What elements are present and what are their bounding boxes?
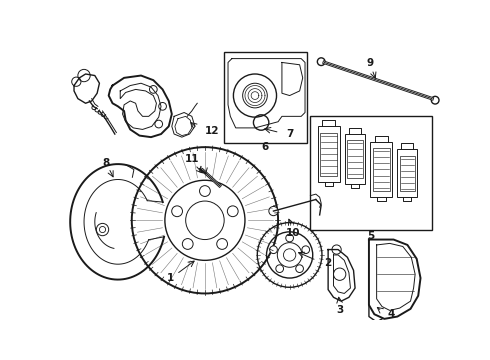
Text: 2: 2 — [324, 258, 332, 269]
Circle shape — [296, 265, 303, 273]
Text: 10: 10 — [286, 228, 301, 238]
Text: 4: 4 — [388, 309, 395, 319]
Text: 11: 11 — [185, 154, 199, 164]
Bar — [400, 156, 415, 191]
Circle shape — [227, 206, 238, 217]
Circle shape — [286, 234, 294, 242]
Circle shape — [199, 186, 210, 197]
Circle shape — [217, 239, 227, 249]
Circle shape — [270, 246, 277, 253]
Circle shape — [276, 265, 284, 273]
Text: 12: 12 — [205, 126, 220, 136]
Bar — [345, 134, 365, 184]
Bar — [311, 116, 432, 230]
Circle shape — [159, 103, 167, 110]
Circle shape — [182, 239, 193, 249]
Circle shape — [302, 246, 310, 253]
Bar — [347, 140, 363, 178]
Text: 8: 8 — [103, 158, 110, 167]
Text: 7: 7 — [286, 129, 293, 139]
Circle shape — [172, 206, 182, 217]
Circle shape — [332, 245, 341, 254]
Bar — [320, 132, 337, 176]
Text: 9: 9 — [367, 58, 374, 68]
Bar — [370, 142, 392, 197]
Text: 1: 1 — [167, 273, 174, 283]
Bar — [373, 148, 390, 191]
Circle shape — [269, 206, 278, 216]
Circle shape — [149, 86, 157, 93]
Bar — [224, 53, 307, 143]
Text: 6: 6 — [261, 142, 269, 152]
Text: 5: 5 — [367, 231, 374, 241]
Circle shape — [318, 58, 325, 66]
Bar — [318, 126, 340, 182]
Circle shape — [431, 96, 439, 104]
Bar — [397, 149, 417, 197]
Text: 3: 3 — [336, 305, 343, 315]
Circle shape — [155, 120, 163, 128]
